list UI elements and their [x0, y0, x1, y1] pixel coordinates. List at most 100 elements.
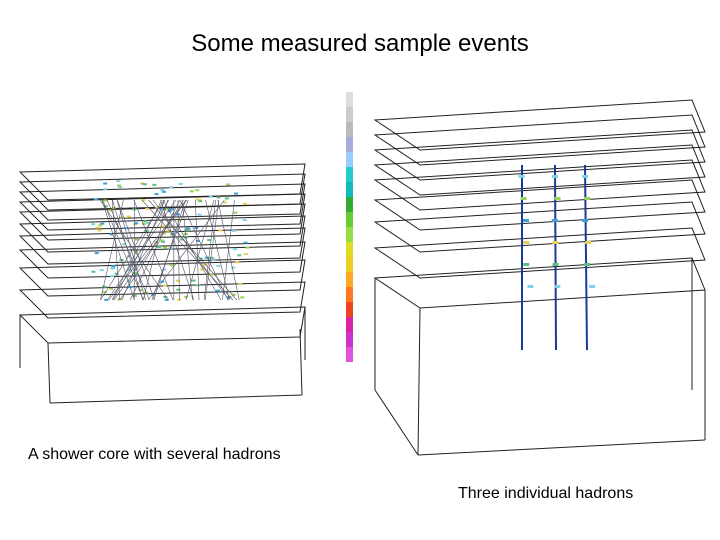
hit [216, 264, 221, 267]
hit [160, 225, 165, 228]
track [112, 199, 170, 301]
detector-layer [18, 183, 306, 221]
track [141, 199, 234, 301]
detector-layer [18, 203, 306, 241]
detector-edge [47, 342, 51, 404]
hit [133, 271, 138, 274]
hit [176, 288, 181, 291]
hit [97, 229, 102, 232]
detector-layer [373, 227, 706, 279]
hit [197, 213, 202, 216]
track [153, 199, 186, 301]
detector-edge [374, 389, 419, 456]
hit [203, 263, 208, 266]
hit [118, 186, 123, 189]
hit [231, 229, 236, 232]
hit [195, 284, 200, 287]
hit [226, 183, 231, 186]
track [217, 199, 240, 301]
hit [527, 285, 534, 288]
hit [227, 296, 232, 299]
track [100, 199, 124, 301]
track [152, 199, 230, 301]
hit [124, 227, 129, 230]
detector-layer [373, 99, 706, 151]
hit [126, 215, 131, 218]
hit [160, 240, 165, 243]
color-scale [346, 332, 353, 347]
hit [163, 296, 168, 299]
color-scale [346, 197, 353, 212]
hit [551, 175, 558, 178]
hit [207, 239, 212, 242]
hit [170, 233, 175, 236]
color-scale [346, 182, 353, 197]
hit [185, 227, 190, 230]
hit [111, 206, 116, 209]
hit [110, 275, 115, 278]
hit [117, 298, 122, 301]
color-scale [346, 347, 353, 362]
detector-layer [18, 163, 306, 201]
hit [224, 197, 229, 200]
hit [211, 258, 216, 261]
hit [142, 183, 147, 186]
color-scale [346, 302, 353, 317]
hit [222, 201, 227, 204]
detector-layer [373, 129, 706, 181]
track [100, 199, 165, 301]
hit [146, 222, 151, 225]
hit [582, 219, 589, 222]
hit [204, 256, 209, 259]
hit [191, 279, 196, 282]
hit [152, 183, 157, 186]
hit [134, 238, 139, 241]
hit [184, 229, 189, 232]
hit [132, 294, 137, 297]
detector-layer [18, 241, 306, 279]
hit [218, 229, 223, 232]
track [151, 199, 189, 301]
hit [215, 289, 220, 292]
hit [523, 241, 530, 244]
hit [523, 263, 530, 266]
detector-edge [417, 307, 421, 456]
track [99, 199, 169, 301]
hit [140, 182, 145, 185]
track [203, 199, 216, 301]
hit [216, 196, 221, 199]
hit [242, 202, 247, 205]
hit [91, 270, 96, 273]
hit [209, 256, 214, 259]
track [107, 199, 176, 301]
hit [93, 198, 98, 201]
color-scale [346, 227, 353, 242]
hit [195, 189, 200, 192]
color-scale [346, 212, 353, 227]
hit [99, 268, 104, 271]
hit [169, 264, 174, 267]
color-scale [346, 167, 353, 182]
hit [134, 222, 139, 225]
hit [520, 197, 527, 200]
hit [197, 198, 202, 201]
detector-layer [18, 281, 306, 319]
hit [160, 239, 165, 242]
hit [100, 222, 105, 225]
hit [141, 222, 146, 225]
hit [584, 197, 591, 200]
color-scale [346, 92, 353, 107]
hit [109, 287, 114, 290]
hit [554, 197, 561, 200]
hadron-track [554, 164, 557, 351]
hit [554, 285, 561, 288]
color-scale [346, 287, 353, 302]
hit [151, 293, 156, 296]
hit [551, 219, 558, 222]
detector-layer [18, 227, 306, 265]
track [112, 199, 144, 301]
hit [104, 298, 109, 301]
hit [585, 241, 592, 244]
hit [195, 239, 200, 242]
